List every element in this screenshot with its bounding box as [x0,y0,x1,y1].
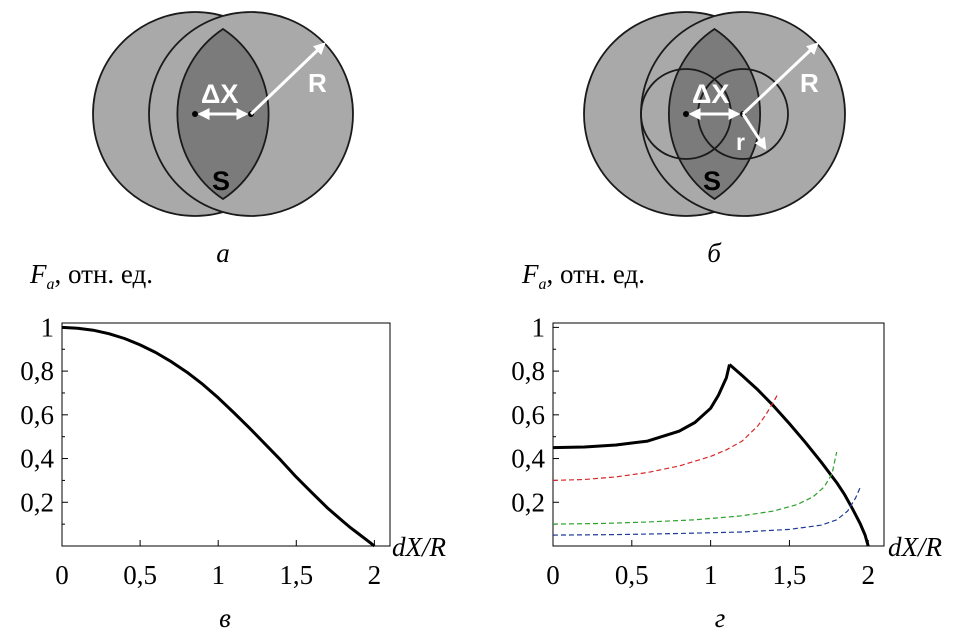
chart-g-xlabel: dX/R [888,532,942,562]
chart-1-ytick-label: 1 [532,312,546,342]
chart-1-ytick-label: 0,2 [511,487,545,517]
chart-1-xtick-label: 0 [546,560,560,590]
diagram-a-r-label: R [308,68,327,98]
diagram-b: ΔX R r S б [583,11,846,268]
chart-g-marks: 0 0,5 1 1,5 2 0,2 0,4 0,6 0,8 1 [511,312,875,590]
diagram-b-center-left [683,111,689,117]
chart-v: 0 0,5 1 1,5 2 0,2 0,4 0,6 0,8 1 Fa, отн. ед. dX/R… [20,259,446,633]
panel-b-letter: б [707,238,722,268]
panel-g-letter: г [715,603,726,633]
chart-1-series-line [552,364,731,450]
chart-1-series-line [552,486,861,536]
chart-g-plot-frame [552,322,885,547]
chart-1-series-line [552,451,838,525]
chart-1-ytick-label: 0,8 [511,356,545,386]
panel-a-letter: а [216,238,230,268]
chart-0-ytick-label: 0,8 [20,356,54,386]
chart-0-ytick-label: 0,6 [20,400,54,430]
chart-0-ytick-label: 0,2 [20,487,54,517]
chart-v-plot-frame [61,322,391,547]
diagram-b-dx-label: ΔX [692,79,729,109]
diagram-a: ΔX R S а [92,11,354,268]
chart-0-ytick-label: 0,4 [20,444,54,474]
diagram-a-center-left [192,111,198,117]
chart-0-xtick-label: 1 [211,560,225,590]
chart-1-ytick-label: 0,4 [511,444,545,474]
chart-1-xtick-label: 2 [861,560,875,590]
chart-g-ylabel: Fa, отн. ед. [521,259,645,293]
chart-0-series-line [61,325,376,548]
chart-0-xtick-label: 1,5 [279,560,313,590]
chart-1-xtick-label: 1 [704,560,718,590]
panel-v-letter: в [219,603,231,633]
diagram-a-dx-label: ΔX [201,79,238,109]
chart-g: 0 0,5 1 1,5 2 0,2 0,4 0,6 0,8 1 Fa, отн. ед. dX/R… [511,259,942,633]
chart-1-series-line [552,392,779,481]
chart-v-ylabel: Fa, отн. ед. [29,259,153,293]
diagram-b-small-radius-arrow [741,113,767,151]
diagram-b-radius-arrow [741,42,819,116]
chart-0-xtick-label: 0,5 [123,560,157,590]
chart-v-xlabel: dX/R [392,532,446,562]
diagram-a-s-label: S [212,166,230,196]
chart-v-marks: 0 0,5 1 1,5 2 0,2 0,4 0,6 0,8 1 [20,312,381,590]
chart-1-xtick-label: 0,5 [615,560,649,590]
diagram-b-r-label: R [800,68,819,98]
chart-1-ytick-label: 0,6 [511,400,545,430]
chart-0-ytick-label: 1 [41,312,55,342]
chart-0-xtick-label: 0 [55,560,69,590]
diagram-b-s-label: S [703,166,721,196]
chart-0-xtick-label: 2 [368,560,382,590]
diagram-a-radius-arrow [249,42,326,116]
diagram-b-small-r-label: r [736,129,745,155]
chart-1-xtick-label: 1,5 [773,560,807,590]
chart-1-series-line [728,363,870,547]
